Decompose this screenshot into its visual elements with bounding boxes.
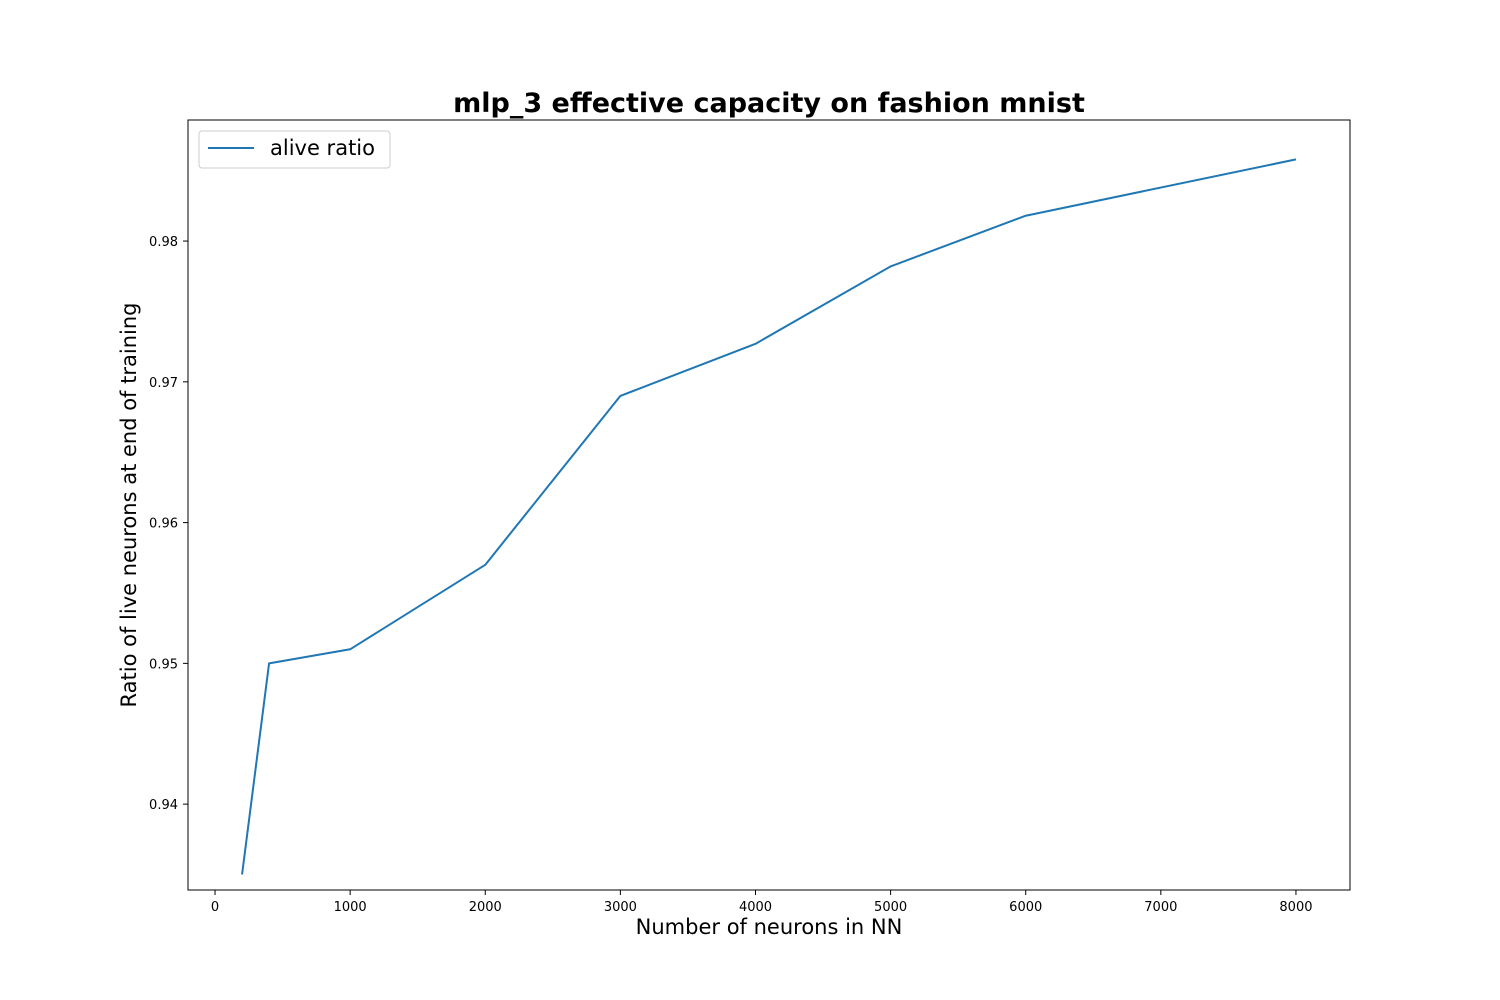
y-tick-label: 0.98 xyxy=(149,235,178,250)
x-tick-label: 4000 xyxy=(739,900,772,915)
x-tick-label: 0 xyxy=(211,900,219,915)
chart-title: mlp_3 effective capacity on fashion mnis… xyxy=(453,88,1085,119)
x-axis-label: Number of neurons in NN xyxy=(636,915,903,939)
x-tick-label: 3000 xyxy=(604,900,637,915)
y-axis-ticks: 0.94 0.95 0.96 0.97 0.98 xyxy=(149,235,188,813)
x-tick-label: 7000 xyxy=(1144,900,1177,915)
plot-area xyxy=(241,158,1297,875)
y-tick-label: 0.96 xyxy=(149,517,178,532)
x-axis-ticks: 0 1000 2000 3000 4000 5000 6000 7000 8000 xyxy=(211,890,1313,915)
x-tick-label: 1000 xyxy=(334,900,367,915)
legend-box xyxy=(198,130,391,169)
x-tick-label: 5000 xyxy=(874,900,907,915)
y-tick-label: 0.94 xyxy=(149,798,178,813)
x-tick-label: 8000 xyxy=(1279,900,1312,915)
x-tick-label: 6000 xyxy=(1009,900,1042,915)
plot-frame xyxy=(187,119,1351,891)
y-tick-label: 0.97 xyxy=(149,376,178,391)
series-line-alive-ratio xyxy=(241,158,1297,875)
legend-label: alive ratio xyxy=(270,136,375,160)
legend: alive ratio xyxy=(198,130,391,169)
y-tick-label: 0.95 xyxy=(149,657,178,672)
y-axis-label: Ratio of live neurons at end of training xyxy=(117,303,141,708)
x-tick-label: 2000 xyxy=(469,900,502,915)
